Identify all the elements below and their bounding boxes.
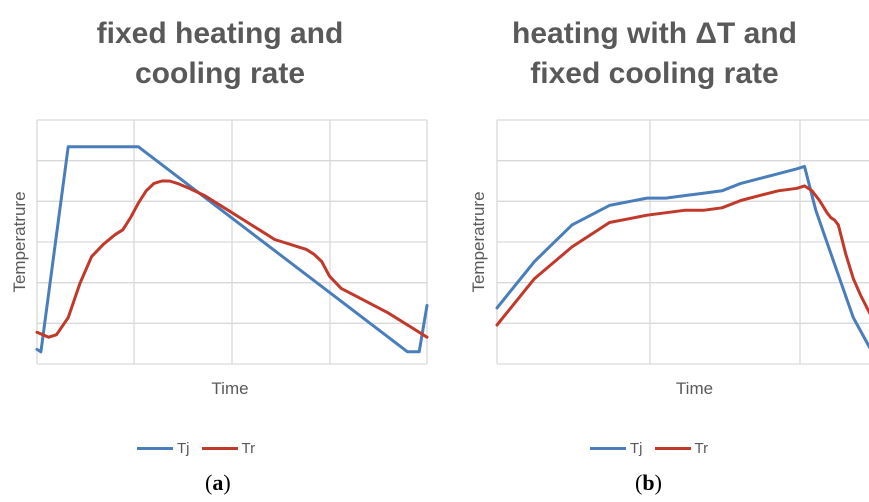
chart-a-title: fixed heating and cooling rate — [0, 14, 440, 94]
legend-item-tj: Tj — [590, 440, 643, 457]
caption-b-open: ( — [635, 470, 643, 495]
chart-panel-b: heating with ΔT and fixed cooling rate T… — [440, 0, 869, 502]
chart-a-legend: Tj Tr — [137, 440, 267, 457]
chart-b-legend: Tj Tr — [590, 440, 720, 457]
legend-swatch-tr — [654, 447, 691, 450]
legend-item-tj: Tj — [137, 440, 190, 457]
caption-a: (a) — [205, 470, 231, 496]
legend-label-tj: Tj — [630, 440, 643, 457]
caption-b-letter: b — [642, 470, 655, 495]
chart-b-title: heating with ΔT and fixed cooling rate — [440, 14, 869, 94]
chart-b-title-line-1: heating with ΔT and — [512, 17, 797, 50]
legend-swatch-tr — [201, 447, 238, 450]
series-line-tr — [495, 184, 869, 327]
legend-label-tr: Tr — [694, 440, 709, 457]
series-line-tr — [35, 179, 429, 339]
caption-b-close: ) — [654, 470, 662, 495]
caption-a-close: ) — [223, 470, 231, 495]
chart-b-title-line-2: fixed cooling rate — [530, 57, 779, 90]
caption-a-letter: a — [212, 470, 224, 495]
series-line-tj — [35, 145, 429, 354]
y-axis-label: Temperatrure — [10, 191, 29, 292]
x-axis-label: Time — [676, 379, 713, 398]
chart-a-plot: Time Temperatrure — [10, 119, 429, 398]
chart-panel-a: fixed heating and cooling rate Time Tempe… — [0, 14, 440, 496]
legend-swatch-tj — [137, 447, 173, 450]
chart-b-plot: Time Temperatrure — [469, 119, 869, 398]
chart-a-title-line-1: fixed heating and — [96, 17, 344, 50]
chart-a-title-line-2: cooling rate — [134, 57, 306, 90]
legend-label-tr: Tr — [241, 440, 256, 457]
legend-swatch-tj — [590, 447, 626, 450]
legend-item-tr: Tr — [654, 440, 709, 457]
legend-item-tr: Tr — [201, 440, 256, 457]
y-axis-label: Temperatrure — [469, 191, 488, 292]
caption-b: (b) — [635, 470, 662, 496]
series-line-tj — [495, 164, 869, 350]
legend-label-tj: Tj — [177, 440, 190, 457]
x-axis-label: Time — [211, 379, 248, 398]
caption-a-open: ( — [205, 470, 213, 495]
